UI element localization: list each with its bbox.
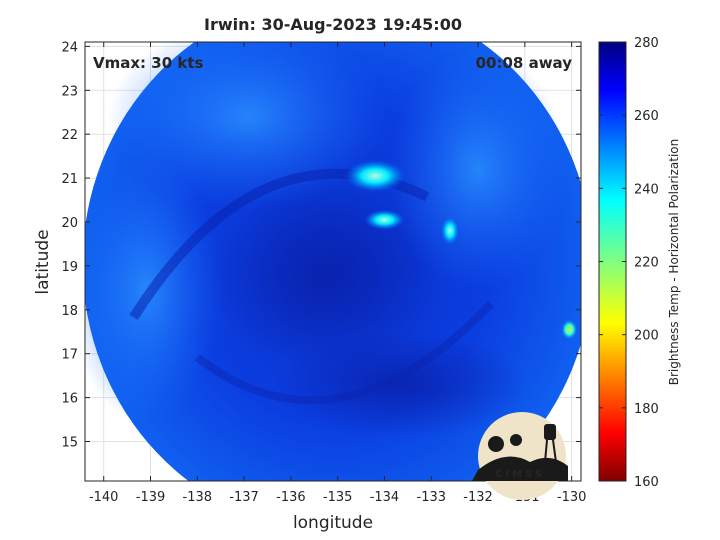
cool-band [210, 183, 440, 371]
colorbar-tick-label: 240 [634, 182, 659, 197]
y-tick-label: 17 [61, 348, 78, 363]
x-axis-label: longitude [293, 513, 373, 533]
logo-tower-leg [544, 439, 548, 463]
cold-cloud-edge [561, 319, 578, 340]
time-away-annotation: 00:08 away [476, 54, 573, 72]
x-tick-label: -132 [463, 490, 493, 505]
warm-zone [108, 42, 389, 211]
y-tick-label: 22 [61, 128, 78, 143]
cool-band [273, 330, 529, 438]
x-tick-label: -134 [370, 490, 400, 505]
colorbar-tick-label: 200 [634, 329, 659, 344]
x-tick-label: -136 [276, 490, 306, 505]
y-tick-label: 23 [61, 84, 78, 99]
spiral-band [194, 301, 494, 405]
logo-tower-leg [552, 439, 557, 463]
logo-dish [488, 436, 504, 452]
colorbar-tick-label: 280 [634, 36, 659, 51]
colorbar-label: Brightness Temp - Horizontal Polarizatio… [667, 139, 681, 386]
x-tick-label: -135 [323, 490, 353, 505]
y-tick-label: 21 [61, 172, 78, 187]
chart-title: Irwin: 30-Aug-2023 19:45:00 [204, 15, 462, 34]
x-tick-label: -130 [557, 490, 587, 505]
x-tick-label: -140 [89, 490, 119, 505]
axes-box [84, 41, 582, 482]
x-tick-label: -133 [417, 490, 447, 505]
colorbar-tick-label: 160 [634, 475, 659, 490]
logo-text: CIMSS [495, 469, 545, 480]
y-tick-label: 15 [61, 435, 78, 450]
x-tick-label: -137 [229, 490, 259, 505]
y-tick-label: 18 [61, 304, 78, 319]
y-tick-label: 19 [61, 260, 78, 275]
logo-tower [544, 424, 556, 440]
x-axis: -140-139-138-137-136-135-134-133-132-131… [89, 42, 586, 505]
y-axis-label: latitude [33, 229, 53, 294]
x-tick-label: -139 [136, 490, 166, 505]
cold-cloud-central [364, 209, 405, 230]
colorbar-tick-label: 180 [634, 402, 659, 417]
logo-dish [510, 434, 522, 446]
cold-cloud-east [440, 216, 459, 245]
colorbar-tick-label: 260 [634, 109, 659, 124]
colorbar-ramp [598, 41, 627, 482]
colorbar-tick-label: 220 [634, 256, 659, 271]
logo-ground [472, 456, 568, 481]
y-tick-label: 16 [61, 392, 78, 407]
y-axis: 15 16 17 18 19 20 21 22 23 24 [61, 40, 581, 450]
x-tick-label: -138 [183, 490, 213, 505]
cimss-logo: CIMSS [472, 412, 568, 500]
colorbar: 160 180 200 220 240 260 280 Brightness Temp - … [598, 36, 681, 490]
cold-cloud-north [345, 159, 406, 192]
y-tick-label: 20 [61, 216, 78, 231]
warm-zone [388, 49, 568, 291]
y-tick-label: 24 [61, 40, 78, 55]
satellite-swath [85, 42, 581, 481]
vmax-annotation: Vmax: 30 kts [93, 54, 203, 72]
